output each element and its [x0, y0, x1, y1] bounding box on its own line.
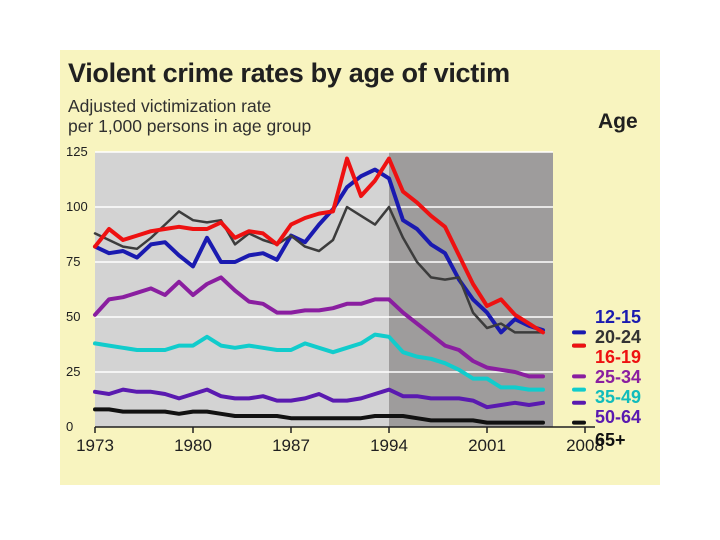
- x-tick-label-2001: 2001: [468, 436, 506, 455]
- y-tick-label-100: 100: [66, 199, 88, 214]
- legend-label-16-19: 16-19: [595, 347, 641, 367]
- y-tick-label-50: 50: [66, 309, 80, 324]
- chart-subtitle-line-2: per 1,000 persons in age group: [68, 116, 312, 136]
- series-line-35-49: [93, 332, 545, 392]
- series-line-12-15: [93, 167, 545, 335]
- legend-label-65+: 65+: [595, 430, 626, 450]
- series-line-16-19: [93, 156, 545, 335]
- legend-label-50-64: 50-64: [595, 407, 641, 427]
- y-tick-label-25: 25: [66, 364, 80, 379]
- legend-label-35-49: 35-49: [595, 387, 641, 407]
- x-tick-label-1994: 1994: [370, 436, 408, 455]
- legend-label-25-34: 25-34: [595, 367, 641, 387]
- x-tick-label-1987: 1987: [272, 436, 310, 455]
- legend-title: Age: [598, 110, 638, 133]
- plot-area-shaded: [389, 152, 553, 427]
- x-tick-label-2008: 2008: [566, 436, 604, 455]
- line-chart: 0 25 50 75 100 125 1973 1980 1987 1994 2001 2008 12…: [66, 144, 641, 455]
- series-line-20-24: [93, 205, 545, 334]
- y-tick-label-125: 125: [66, 144, 88, 159]
- series-line-50-64: [93, 387, 545, 410]
- legend-label-20-24: 20-24: [595, 327, 641, 347]
- x-tick-label-1980: 1980: [174, 436, 212, 455]
- y-tick-label-0: 0: [66, 419, 73, 434]
- series-line-25-34: [93, 275, 545, 379]
- legend-label-12-15: 12-15: [595, 307, 641, 327]
- series-line-65+: [93, 407, 545, 425]
- y-tick-label-75: 75: [66, 254, 80, 269]
- x-tick-label-1973: 1973: [76, 436, 114, 455]
- chart-subtitle-line-1: Adjusted victimization rate: [68, 96, 272, 116]
- chart-title: Violent crime rates by age of victim: [68, 58, 510, 88]
